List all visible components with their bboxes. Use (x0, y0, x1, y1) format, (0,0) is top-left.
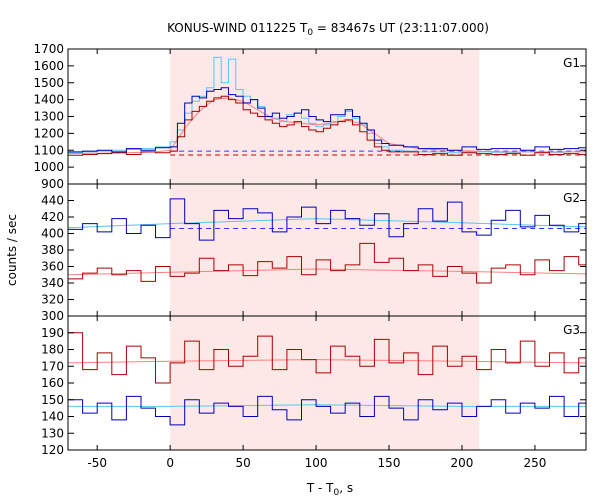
y-tick-label-g2-7: 440 (41, 194, 64, 208)
y-tick-label-g1-6: 1500 (33, 76, 64, 90)
x-tick-label-0: -50 (87, 456, 107, 470)
series-g2-3 (68, 198, 586, 241)
y-tick-label-g3-5: 170 (41, 359, 64, 373)
x-tick-label-3: 100 (305, 456, 328, 470)
y-tick-label-g2-2: 340 (41, 276, 64, 290)
y-tick-label-g2-1: 320 (41, 293, 64, 307)
y-axis-title: counts / sec (5, 214, 19, 286)
x-tick-label-4: 150 (378, 456, 401, 470)
panel-label-g2: G2 (563, 191, 580, 205)
y-tick-label-g2-0: 300 (41, 309, 64, 323)
y-tick-label-g3-0: 120 (41, 443, 64, 457)
series-g3-3 (68, 395, 586, 426)
x-tick-label-1: 0 (166, 456, 174, 470)
y-tick-label-g2-6: 420 (41, 210, 64, 224)
y-tick-label-g1-7: 1600 (33, 59, 64, 73)
y-tick-label-g1-0: 900 (41, 177, 64, 191)
panel-label-g1: G1 (563, 56, 580, 70)
y-tick-label-g2-5: 400 (41, 227, 64, 241)
y-tick-label-g1-1: 1000 (33, 160, 64, 174)
y-tick-label-g3-2: 140 (41, 410, 64, 424)
panel-label-g3: G3 (563, 323, 580, 337)
y-tick-label-g1-5: 1400 (33, 93, 64, 107)
y-tick-label-g1-4: 1300 (33, 110, 64, 124)
chart-title-tail: = 83467s UT (23:11:07.000) (313, 21, 489, 35)
series-g2-2 (68, 242, 586, 284)
x-axis-title-subscript: 0 (334, 488, 340, 498)
x-axis-title-text: T - T (306, 481, 334, 495)
y-tick-label-g3-3: 150 (41, 393, 64, 407)
chart-shaded-interval-layer (170, 49, 480, 450)
shaded-interval-g3 (170, 316, 480, 450)
x-tick-label-6: 250 (523, 456, 546, 470)
shaded-interval-g2 (170, 184, 480, 316)
x-axis-title: T - T0, s (306, 481, 353, 498)
y-tick-label-g3-1: 130 (41, 426, 64, 440)
chart-tick-layer: 90010001100120013001400150016001700G1300… (33, 42, 586, 470)
chart-series-layer (67, 56, 587, 426)
series-g1-3 (68, 87, 586, 153)
y-tick-label-g1-8: 1700 (33, 42, 64, 56)
shaded-interval-g1 (170, 49, 480, 184)
x-tick-label-5: 200 (451, 456, 474, 470)
chart-title-subscript: 0 (307, 28, 313, 38)
y-tick-label-g1-2: 1100 (33, 143, 64, 157)
x-axis-title-tail: , s (339, 481, 353, 495)
series-g1-2 (68, 95, 586, 156)
y-tick-label-g3-6: 180 (41, 343, 64, 357)
y-tick-label-g3-4: 160 (41, 376, 64, 390)
y-tick-label-g3-7: 190 (41, 326, 64, 340)
y-tick-label-g1-3: 1200 (33, 126, 64, 140)
chart-title-text: KONUS-WIND 011225 T (167, 21, 308, 35)
y-tick-label-g2-4: 380 (41, 243, 64, 257)
series-g3-2 (68, 332, 586, 384)
chart-title: KONUS-WIND 011225 T0 = 83467s UT (23:11:… (167, 21, 489, 38)
y-tick-label-g2-3: 360 (41, 260, 64, 274)
x-tick-label-2: 50 (235, 456, 250, 470)
